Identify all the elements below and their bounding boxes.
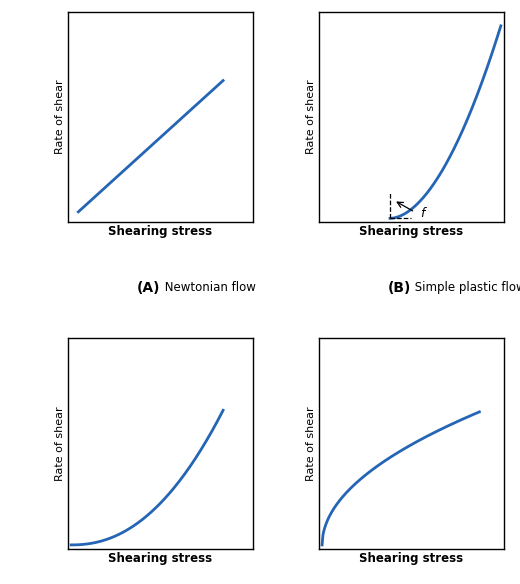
Text: Newtonian flow: Newtonian flow (161, 281, 255, 294)
X-axis label: Shearing stress: Shearing stress (109, 552, 213, 565)
Text: (B): (B) (388, 281, 411, 296)
X-axis label: Shearing stress: Shearing stress (109, 225, 213, 238)
Y-axis label: Rate of shear: Rate of shear (55, 80, 65, 154)
X-axis label: Shearing stress: Shearing stress (359, 225, 463, 238)
X-axis label: Shearing stress: Shearing stress (359, 552, 463, 565)
Y-axis label: Rate of shear: Rate of shear (306, 80, 316, 154)
Y-axis label: Rate of shear: Rate of shear (55, 406, 65, 481)
Y-axis label: Rate of shear: Rate of shear (306, 406, 316, 481)
Text: (A): (A) (137, 281, 161, 296)
Text: f: f (420, 207, 425, 220)
Text: Simple plastic flow: Simple plastic flow (411, 281, 520, 294)
